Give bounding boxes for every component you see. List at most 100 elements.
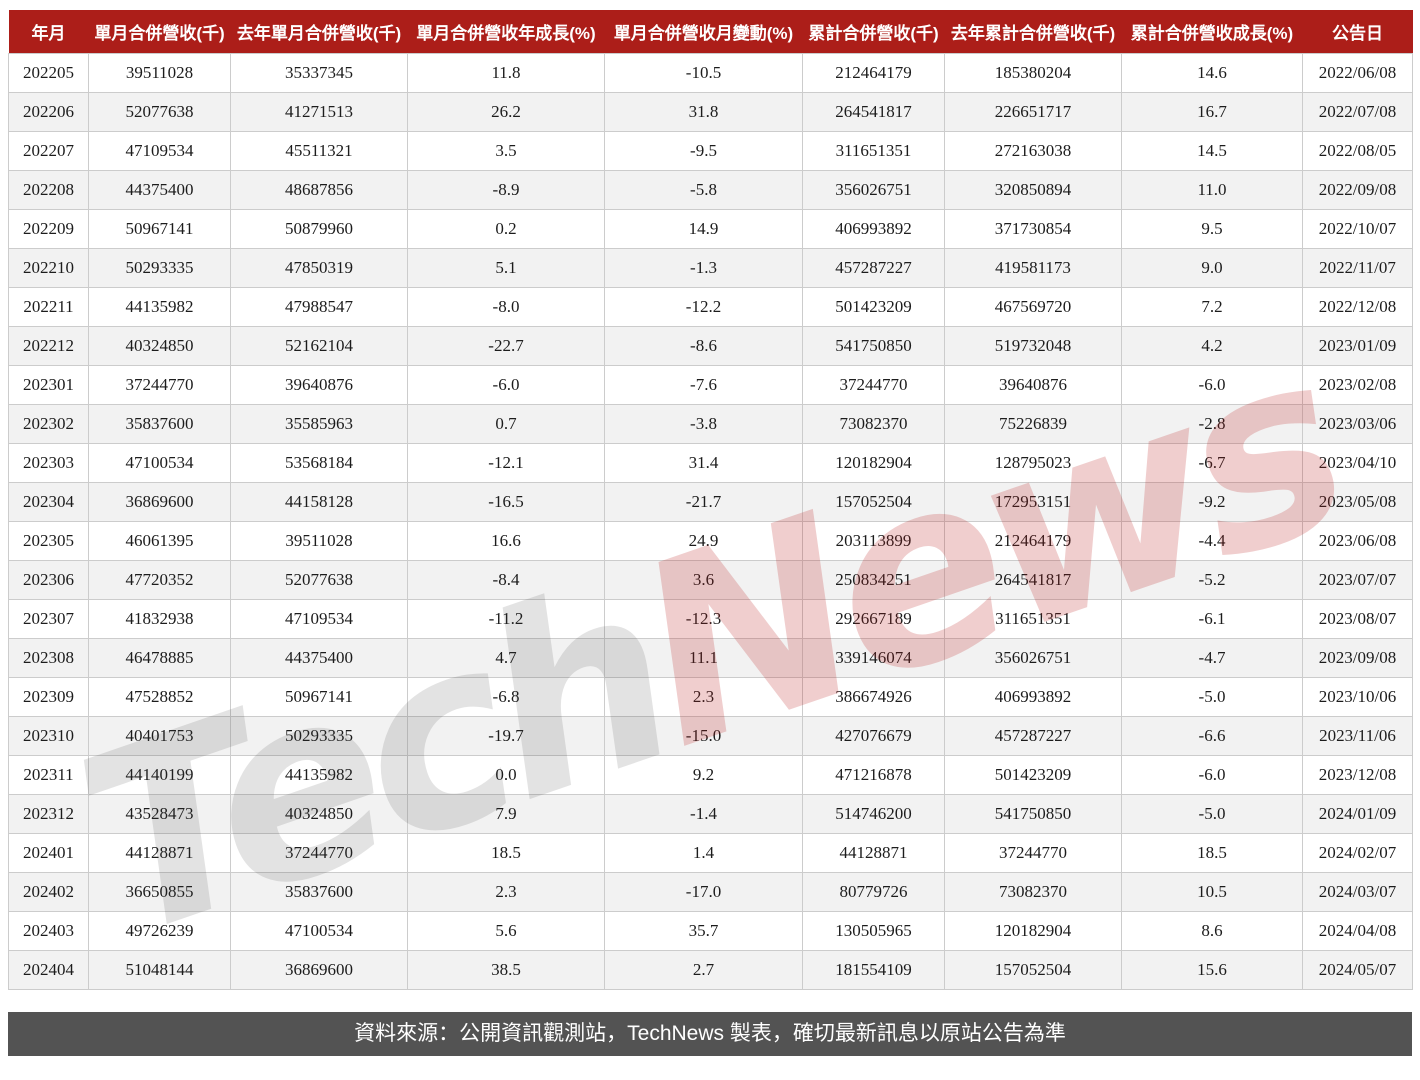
table-cell: 47988547 (230, 286, 408, 327)
table-cell: -4.4 (1121, 520, 1303, 561)
table-cell: 2023/11/06 (1302, 715, 1413, 756)
table-row: 202404 51048144 36869600 38.5 2.7 181554109 15… (8, 949, 1413, 990)
table-cell: 172953151 (944, 481, 1122, 522)
table-cell: 52077638 (88, 91, 231, 132)
table-cell: -9.2 (1121, 481, 1303, 522)
table-cell: 46061395 (88, 520, 231, 561)
table-cell: 41832938 (88, 598, 231, 639)
table-row: 202303 47100534 53568184 -12.1 31.4 120182904… (8, 442, 1413, 483)
col-header-last-year-monthly: 去年單月合併營收(千) (230, 10, 408, 53)
table-cell: 2022/10/07 (1302, 208, 1413, 249)
table-cell: 202306 (8, 559, 89, 600)
table-cell: -8.9 (407, 169, 605, 210)
col-header-yoy-growth: 單月合併營收年成長(%) (407, 10, 605, 53)
table-cell: 292667189 (802, 598, 945, 639)
col-header-mom-change: 單月合併營收月變動(%) (604, 10, 803, 53)
col-header-last-year-cum: 去年累計合併營收(千) (944, 10, 1122, 53)
table-row: 202307 41832938 47109534 -11.2 -12.3 29266718… (8, 598, 1413, 639)
data-source-footer: 資料來源：公開資訊觀測站，TechNews 製表，確切最新訊息以原站公告為準 (8, 1011, 1412, 1056)
table-cell: 4.7 (407, 637, 605, 678)
table-cell: 501423209 (802, 286, 945, 327)
table-cell: 202311 (8, 754, 89, 795)
table-cell: -3.8 (604, 403, 803, 444)
table-cell: 3.5 (407, 130, 605, 171)
table-cell: -11.2 (407, 598, 605, 639)
table-cell: 37244770 (230, 832, 408, 873)
table-cell: 406993892 (944, 676, 1122, 717)
table-cell: 386674926 (802, 676, 945, 717)
table-cell: 130505965 (802, 910, 945, 951)
table-cell: 519732048 (944, 325, 1122, 366)
table-cell: 44135982 (88, 286, 231, 327)
table-cell: 53568184 (230, 442, 408, 483)
table-cell: 47109534 (88, 130, 231, 171)
table-cell: 5.6 (407, 910, 605, 951)
table-cell: 35.7 (604, 910, 803, 951)
table-cell: 1.4 (604, 832, 803, 873)
table-cell: 202302 (8, 403, 89, 444)
table-cell: 16.7 (1121, 91, 1303, 132)
table-cell: -6.6 (1121, 715, 1303, 756)
table-cell: 38.5 (407, 949, 605, 990)
table-cell: 73082370 (944, 871, 1122, 912)
table-cell: 311651351 (944, 598, 1122, 639)
table-cell: 2023/05/08 (1302, 481, 1413, 522)
table-row: 202308 46478885 44375400 4.7 11.1 339146074 35… (8, 637, 1413, 678)
table-cell: 47528852 (88, 676, 231, 717)
table-cell: 0.2 (407, 208, 605, 249)
table-cell: 2.3 (407, 871, 605, 912)
table-cell: -17.0 (604, 871, 803, 912)
table-cell: 50293335 (230, 715, 408, 756)
table-cell: 36650855 (88, 871, 231, 912)
table-cell: 320850894 (944, 169, 1122, 210)
table-cell: 202305 (8, 520, 89, 561)
table-cell: 202303 (8, 442, 89, 483)
table-row: 202401 44128871 37244770 18.5 1.4 44128871 372… (8, 832, 1413, 873)
table-cell: 272163038 (944, 130, 1122, 171)
table-cell: -21.7 (604, 481, 803, 522)
table-cell: 2023/07/07 (1302, 559, 1413, 600)
table-cell: 73082370 (802, 403, 945, 444)
table-cell: 471216878 (802, 754, 945, 795)
table-cell: 2024/03/07 (1302, 871, 1413, 912)
table-row: 202310 40401753 50293335 -19.7 -15.0 42707667… (8, 715, 1413, 756)
table-cell: 43528473 (88, 793, 231, 834)
data-source-text: 資料來源：公開資訊觀測站，TechNews 製表，確切最新訊息以原站公告為準 (354, 1021, 1066, 1045)
table-cell: 2023/12/08 (1302, 754, 1413, 795)
table-body: 202205 39511028 35337345 11.8 -10.5 212464179… (8, 52, 1413, 990)
table-cell: 44128871 (802, 832, 945, 873)
table-cell: 356026751 (944, 637, 1122, 678)
table-cell: 37244770 (944, 832, 1122, 873)
table-cell: 128795023 (944, 442, 1122, 483)
table-cell: 44375400 (230, 637, 408, 678)
table-cell: 39511028 (88, 52, 231, 93)
table-cell: 50879960 (230, 208, 408, 249)
table-cell: 202207 (8, 130, 89, 171)
table-cell: 47850319 (230, 247, 408, 288)
table-cell: 8.6 (1121, 910, 1303, 951)
col-header-cumulative: 累計合併營收(千) (802, 10, 945, 53)
table-cell: 2022/12/08 (1302, 286, 1413, 327)
table-cell: 11.0 (1121, 169, 1303, 210)
table-cell: 120182904 (944, 910, 1122, 951)
table-cell: 0.0 (407, 754, 605, 795)
table-cell: 47720352 (88, 559, 231, 600)
table-cell: -5.2 (1121, 559, 1303, 600)
table-cell: 457287227 (802, 247, 945, 288)
table-cell: 14.5 (1121, 130, 1303, 171)
table-cell: 202304 (8, 481, 89, 522)
table-row: 202209 50967141 50879960 0.2 14.9 406993892 37… (8, 208, 1413, 249)
table-cell: 212464179 (802, 52, 945, 93)
table-cell: 250834251 (802, 559, 945, 600)
col-header-announce-date: 公告日 (1302, 10, 1413, 53)
table-cell: 40401753 (88, 715, 231, 756)
table-cell: 202210 (8, 247, 89, 288)
table-cell: 52077638 (230, 559, 408, 600)
table-cell: -4.7 (1121, 637, 1303, 678)
table-cell: 9.0 (1121, 247, 1303, 288)
table-cell: 311651351 (802, 130, 945, 171)
table-cell: 457287227 (944, 715, 1122, 756)
table-cell: 0.7 (407, 403, 605, 444)
table-row: 202312 43528473 40324850 7.9 -1.4 514746200 54… (8, 793, 1413, 834)
